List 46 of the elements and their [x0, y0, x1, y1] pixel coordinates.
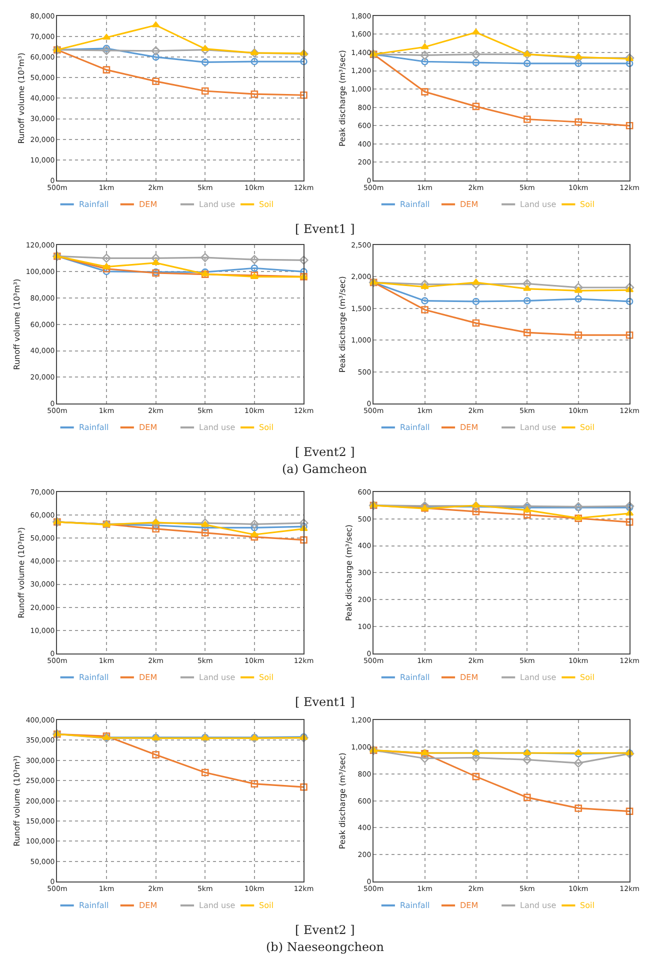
legend-label: Land use — [520, 673, 556, 682]
y-axis-title: Peak discharge (m³/sec) — [338, 276, 347, 373]
legend-label: Rainfall — [400, 901, 430, 910]
legend-label: Rainfall — [400, 423, 430, 432]
legend-label: DEM — [139, 901, 158, 910]
legend-label: Rainfall — [79, 423, 109, 432]
legend-label: DEM — [139, 200, 158, 209]
text: (a) Gamcheon — [282, 462, 368, 476]
legend-label: Land use — [199, 200, 236, 209]
legend-label: Soil — [259, 200, 274, 209]
legend-label: Rainfall — [79, 901, 109, 910]
legend-label: Soil — [580, 901, 594, 910]
legend-label: Soil — [259, 901, 274, 910]
legend-label: Rainfall — [79, 200, 109, 209]
legend-label: Land use — [520, 901, 556, 910]
legend-label: DEM — [460, 673, 478, 682]
text: [ Event1 ] — [295, 222, 355, 236]
legend-label: Rainfall — [400, 200, 430, 209]
legend-label: Soil — [580, 423, 594, 432]
legend-label: Soil — [580, 673, 594, 682]
y-axis-title: Peak discharge (m³/sec) — [344, 524, 354, 621]
legend-label: Land use — [520, 200, 556, 209]
legend-label: Land use — [199, 423, 236, 432]
text: [ Event2 ] — [295, 923, 355, 937]
legend-label: DEM — [139, 423, 158, 432]
legend-label: Land use — [199, 673, 236, 682]
text: (b) Naeseongcheon — [266, 940, 384, 954]
legend-label: Rainfall — [79, 673, 109, 682]
legend-label: DEM — [460, 200, 478, 209]
y-axis-title: Runoff volume (10³m³) — [12, 755, 22, 846]
legend-label: DEM — [139, 673, 158, 682]
legend-label: Land use — [199, 901, 236, 910]
legend-label: Soil — [259, 423, 274, 432]
legend-label: Land use — [520, 423, 556, 432]
text: [ Event1 ] — [295, 695, 355, 709]
y-axis-title: Runoff volume (10³m³) — [16, 52, 26, 144]
legend-label: DEM — [460, 423, 478, 432]
text: [ Event2 ] — [295, 445, 355, 459]
y-axis-title: Peak discharge (m³/sec) — [338, 50, 347, 146]
legend-label: Soil — [580, 200, 594, 209]
y-axis-title: Peak discharge (m³/sec) — [338, 752, 347, 850]
legend-label: DEM — [460, 901, 478, 910]
legend-label: Soil — [259, 673, 274, 682]
legend-label: Rainfall — [400, 673, 430, 682]
y-axis-title: Runoff volume (10³m³) — [16, 527, 26, 618]
y-axis-title: Runoff volume (10³m³) — [12, 278, 22, 370]
